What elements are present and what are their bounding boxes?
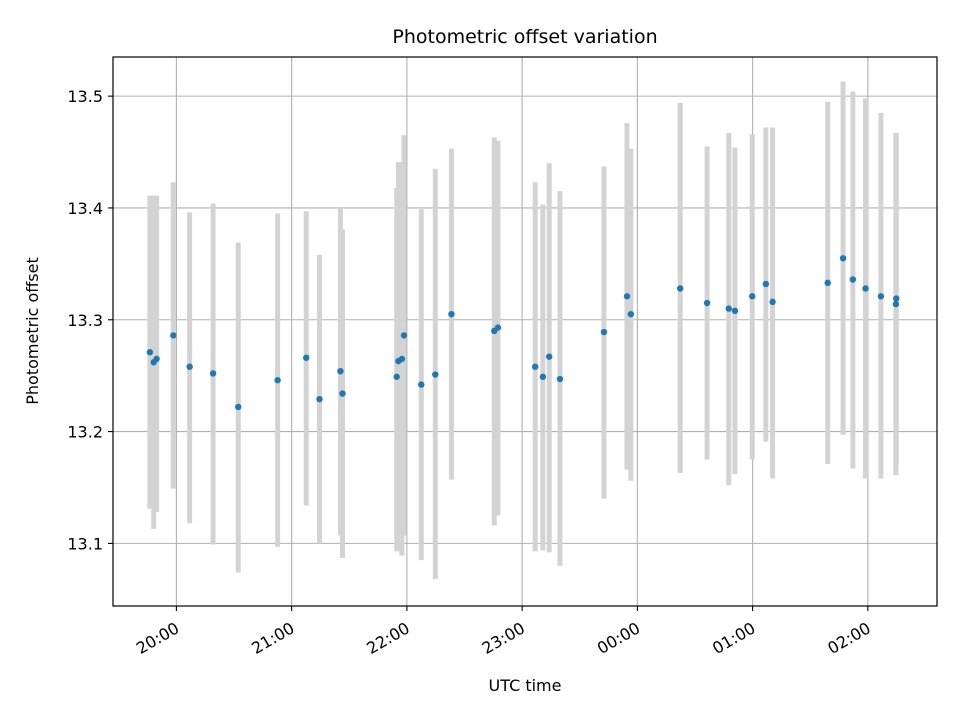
data-point	[393, 373, 400, 380]
y-axis-label: Photometric offset	[23, 257, 42, 405]
data-point	[153, 355, 160, 363]
data-point	[824, 279, 831, 287]
data-point	[418, 381, 425, 388]
data-point	[556, 375, 564, 383]
data-point	[398, 355, 406, 363]
data-point	[627, 310, 635, 318]
plot-area	[113, 57, 937, 606]
data-point	[839, 255, 847, 262]
data-point	[339, 390, 346, 397]
y-tick-label: 13.5	[67, 87, 103, 106]
chart-title: Photometric offset variation	[392, 26, 657, 48]
plot-frame	[112, 56, 938, 607]
data-point	[749, 293, 756, 300]
data-point	[337, 367, 344, 375]
data-point	[494, 324, 502, 331]
data-point	[676, 285, 684, 292]
data-point	[862, 285, 869, 292]
data-point	[448, 310, 455, 318]
data-point	[539, 373, 547, 380]
data-point	[274, 376, 281, 384]
data-point	[600, 328, 608, 336]
y-tick-label: 13.1	[67, 534, 103, 553]
data-point	[146, 348, 154, 356]
data-point	[546, 353, 553, 360]
y-tick-label: 13.2	[67, 423, 103, 442]
data-point	[531, 363, 539, 370]
x-axis-label: UTC time	[489, 676, 562, 695]
data-point	[316, 395, 323, 403]
data-point	[400, 332, 408, 339]
y-tick-label: 13.3	[67, 311, 103, 330]
data-point	[762, 280, 770, 288]
data-point	[209, 370, 217, 377]
y-axis-ticks: 13.1 13.2 13.3 13.4 13.5	[67, 87, 113, 553]
y-tick-label: 13.4	[67, 199, 103, 218]
data-point	[623, 293, 631, 300]
data-point	[893, 295, 900, 302]
data-point	[725, 305, 732, 312]
data-point	[892, 300, 900, 308]
data-point	[849, 276, 857, 283]
data-point	[170, 332, 177, 339]
data-point	[769, 298, 776, 306]
data-point	[235, 403, 242, 411]
data-point	[432, 371, 439, 378]
data-point	[303, 354, 310, 361]
data-point	[731, 307, 739, 315]
data-point	[186, 363, 193, 370]
data-point	[703, 299, 711, 307]
data-points	[146, 255, 900, 411]
data-point	[877, 293, 885, 300]
